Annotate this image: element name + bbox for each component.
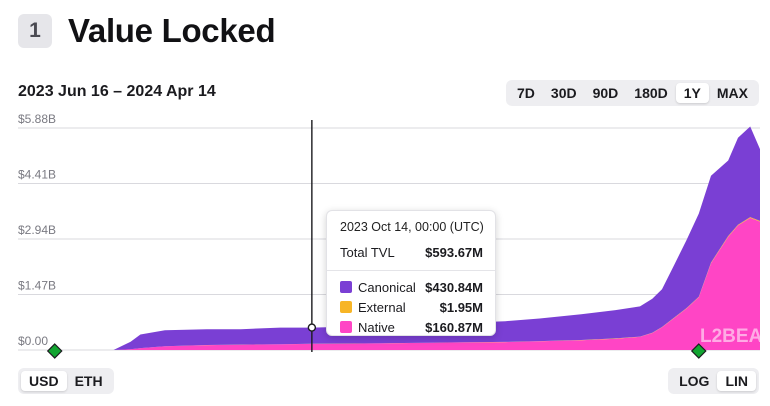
tooltip-row-label: Canonical xyxy=(358,279,416,295)
tooltip-divider xyxy=(327,270,495,271)
tooltip-row-value: $160.87M xyxy=(425,319,483,335)
y-tick-label: $2.94B xyxy=(18,223,56,237)
tooltip-total-row: Total TVL $593.67M xyxy=(340,242,483,262)
scale-lin-button[interactable]: LIN xyxy=(717,371,756,391)
legend-swatch-external xyxy=(340,301,352,313)
tooltip-breakdown: Canonical $430.84M External $1.95M Native $16… xyxy=(340,277,483,337)
scale-log-button[interactable]: LOG xyxy=(679,373,710,389)
range-max-button[interactable]: MAX xyxy=(716,85,748,101)
area-series-native xyxy=(18,217,760,350)
l2beat-watermark: L2BEAT xyxy=(700,326,770,347)
tooltip-row-external: External $1.95M xyxy=(340,297,483,317)
tooltip-row-label: External xyxy=(358,299,406,315)
y-tick-label: $1.47B xyxy=(18,279,56,293)
tooltip-row-canonical: Canonical $430.84M xyxy=(340,277,483,297)
tooltip-row-value: $430.84M xyxy=(425,279,483,295)
currency-eth-button[interactable]: ETH xyxy=(74,373,103,389)
range-30d-button[interactable]: 30D xyxy=(550,85,577,101)
legend-swatch-canonical xyxy=(340,281,352,293)
scale-selector: LOG LIN xyxy=(668,368,759,394)
y-tick-label: $4.41B xyxy=(18,168,56,182)
currency-selector: USD ETH xyxy=(18,368,114,394)
event-marker-icon xyxy=(690,343,707,359)
section-number-badge: 1 xyxy=(18,14,52,48)
time-range-selector: 7D 30D 90D 180D 1Y MAX xyxy=(506,80,759,106)
page-title: Value Locked xyxy=(68,12,276,49)
tooltip-total-label: Total TVL xyxy=(340,244,395,260)
event-marker-icon xyxy=(46,343,63,359)
tooltip-total-value: $593.67M xyxy=(425,244,483,260)
tvl-chart[interactable]: $0.00 $1.47B $2.94B $4.41B $5.88B L2BEAT xyxy=(0,110,770,362)
range-1y-button[interactable]: 1Y xyxy=(675,83,709,103)
section-header: 1 Value Locked xyxy=(18,12,276,50)
tooltip-date: 2023 Oct 14, 00:00 (UTC) xyxy=(340,220,484,234)
hover-point xyxy=(307,323,317,332)
tooltip-row-native: Native $160.87M xyxy=(340,317,483,337)
date-range-label: 2023 Jun 16 – 2024 Apr 14 xyxy=(18,83,216,100)
y-tick-label: $0.00 xyxy=(18,334,48,348)
range-7d-button[interactable]: 7D xyxy=(517,85,535,101)
y-tick-label: $5.88B xyxy=(18,112,56,126)
tooltip-row-label: Native xyxy=(358,319,395,335)
currency-usd-button[interactable]: USD xyxy=(21,371,67,391)
tooltip-row-value: $1.95M xyxy=(439,299,483,315)
chart-tooltip: 2023 Oct 14, 00:00 (UTC) Total TVL $593.… xyxy=(326,210,496,336)
legend-swatch-native xyxy=(340,321,352,333)
range-90d-button[interactable]: 90D xyxy=(592,85,619,101)
range-180d-button[interactable]: 180D xyxy=(634,85,668,101)
